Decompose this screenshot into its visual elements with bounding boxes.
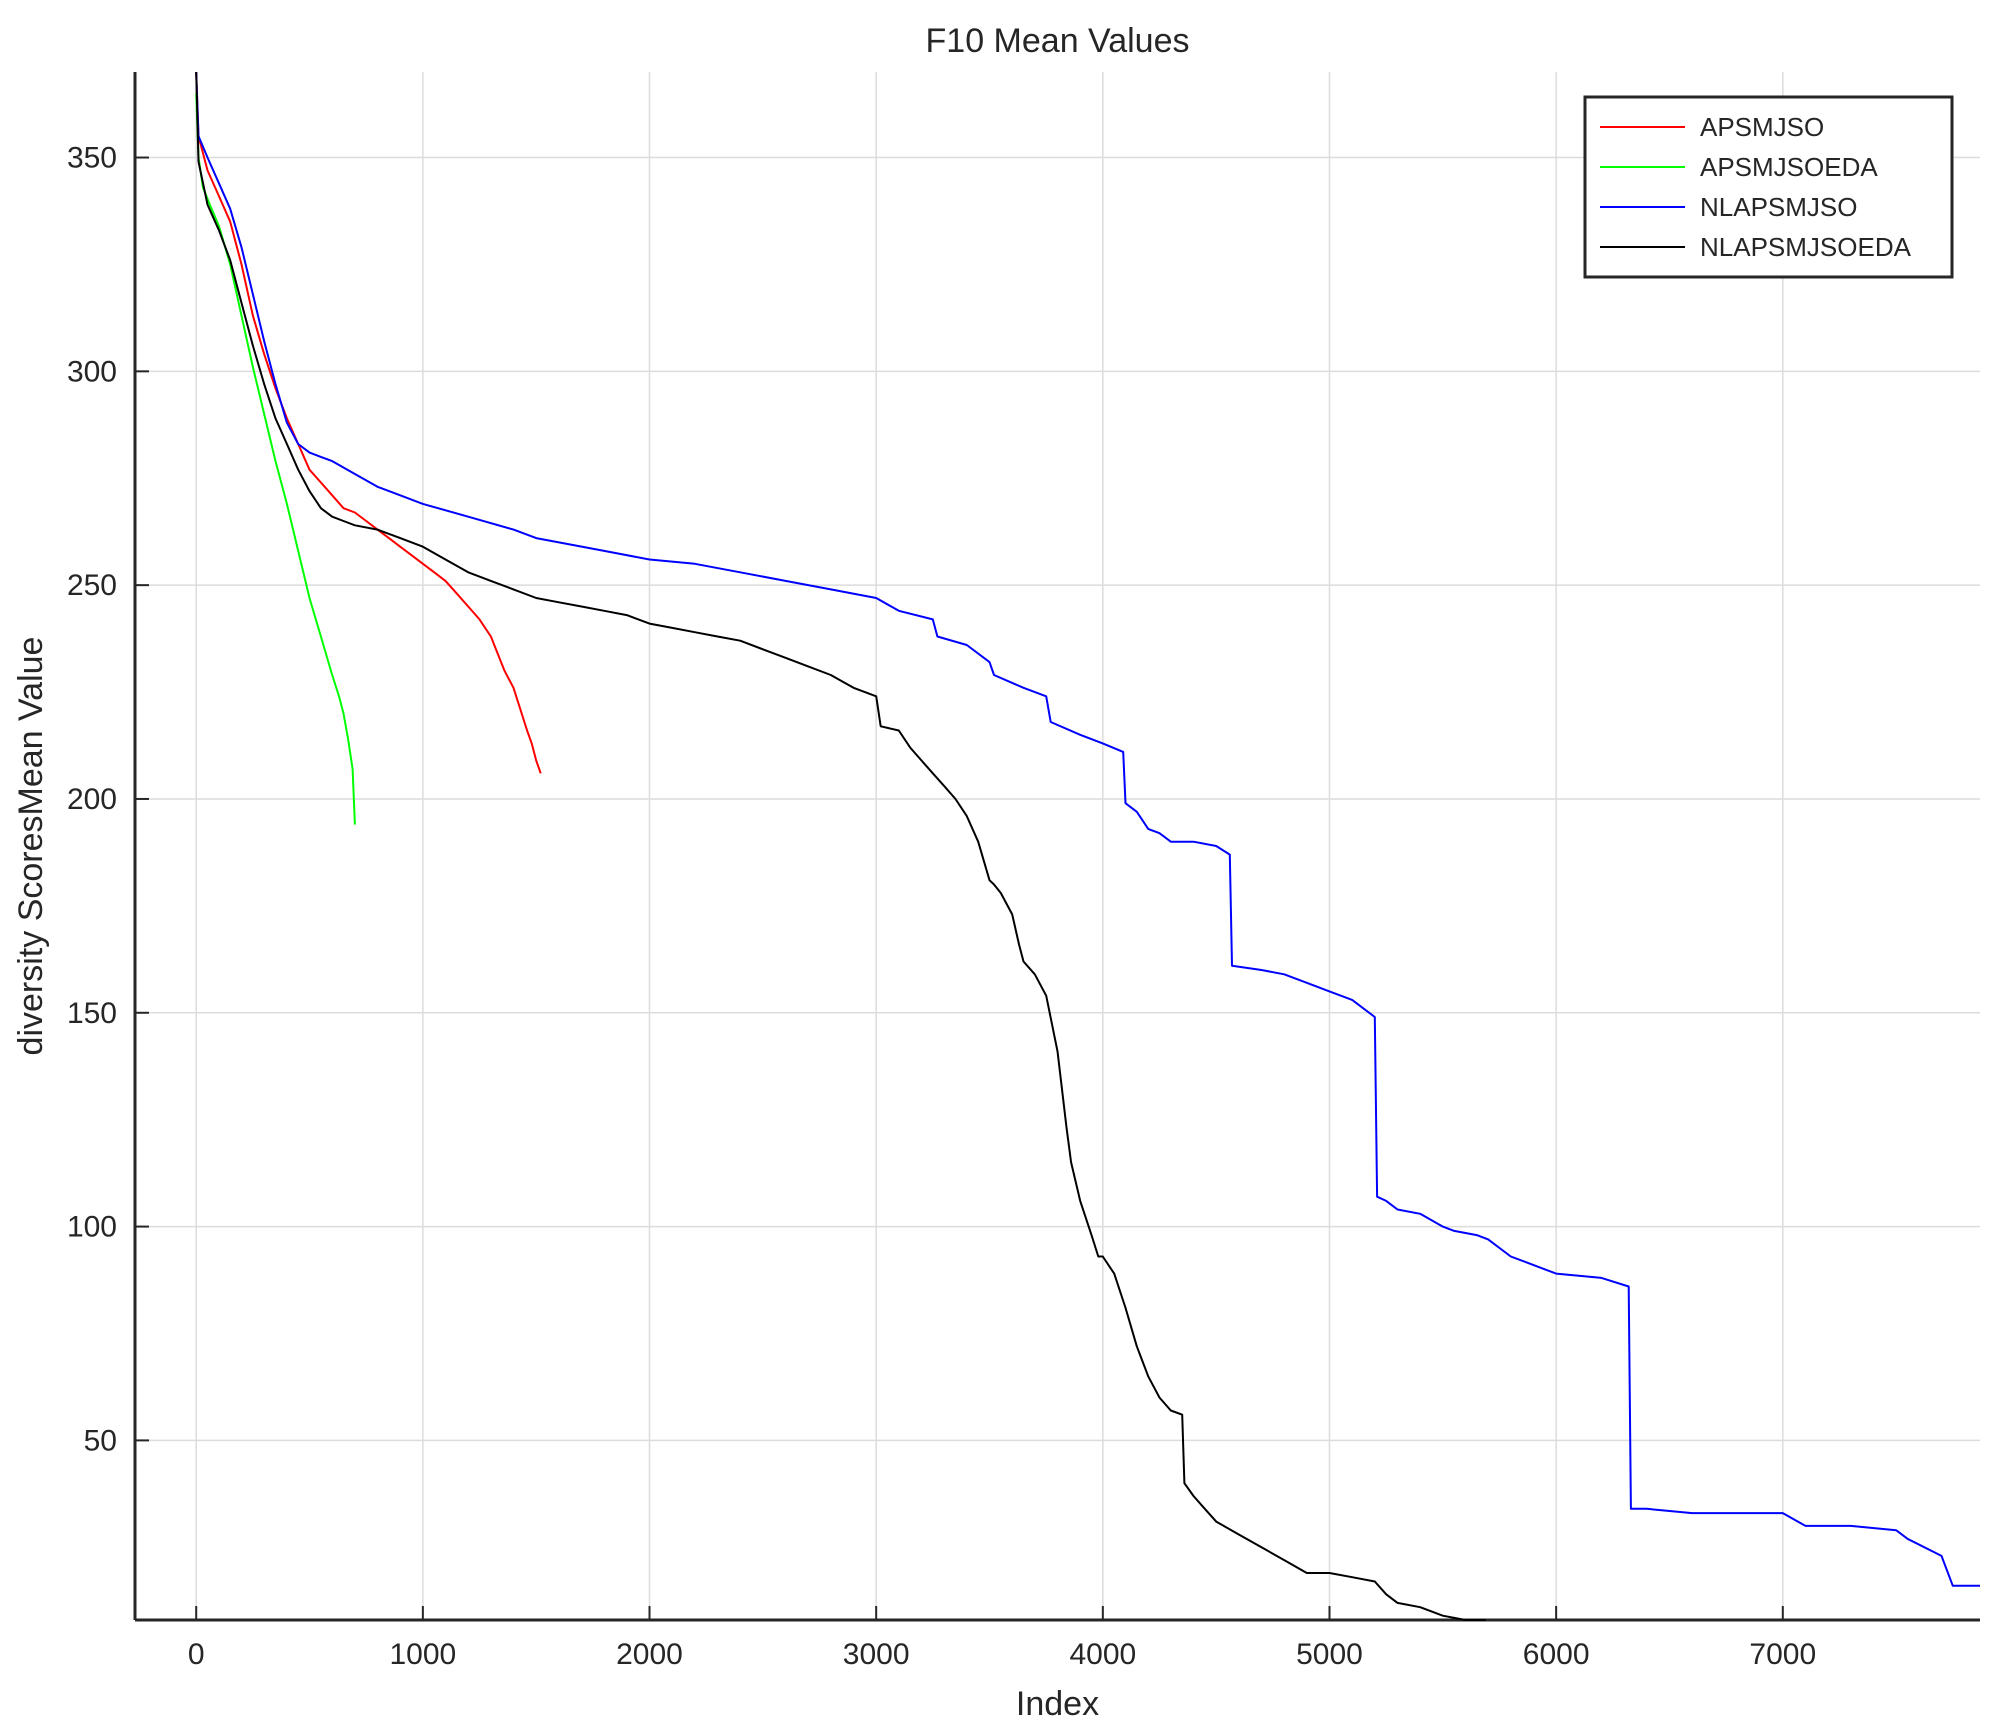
y-tick-label: 50 xyxy=(84,1424,117,1457)
x-tick-label: 5000 xyxy=(1296,1638,1363,1671)
x-tick-label: 0 xyxy=(188,1638,205,1671)
x-tick-label: 7000 xyxy=(1749,1638,1816,1671)
x-tick-label: 2000 xyxy=(616,1638,683,1671)
x-tick-label: 6000 xyxy=(1523,1638,1590,1671)
tick-labels: 0 1000 2000 3000 4000 5000 6000 7000 50 100 150 200… xyxy=(67,142,1816,1671)
series-line-apsmjsoeda xyxy=(195,93,356,825)
y-tick-label: 100 xyxy=(67,1211,117,1244)
x-tick-label: 4000 xyxy=(1069,1638,1136,1671)
grid xyxy=(135,72,1980,1620)
legend-items: APSMJSO APSMJSOEDA NLAPSMJSO NLAPSMJSOEDA xyxy=(1600,112,1912,262)
y-tick-label: 250 xyxy=(67,569,117,602)
series-line-nlapsmjso xyxy=(195,71,1980,1587)
legend-label: APSMJSO xyxy=(1700,112,1824,142)
y-tick-label: 300 xyxy=(67,355,117,388)
x-tick-label: 3000 xyxy=(843,1638,910,1671)
series-line-nlapsmjsoeda xyxy=(195,71,1486,1621)
y-tick-label: 150 xyxy=(67,997,117,1030)
series-lines xyxy=(195,71,1980,1621)
chart-title: F10 Mean Values xyxy=(926,22,1190,60)
y-tick-label: 350 xyxy=(67,142,117,175)
y-axis-title: diversity ScoresMean Value xyxy=(12,637,50,1056)
x-tick-label: 1000 xyxy=(389,1638,456,1671)
x-axis-title: Index xyxy=(1016,1685,1099,1723)
series-line-apsmjso xyxy=(195,71,542,774)
legend: APSMJSO APSMJSOEDA NLAPSMJSO NLAPSMJSOEDA xyxy=(1583,95,1954,279)
legend-label: NLAPSMJSOEDA xyxy=(1700,232,1912,262)
y-tick-label: 200 xyxy=(67,783,117,816)
legend-label: NLAPSMJSO xyxy=(1700,192,1858,222)
axes xyxy=(133,72,1980,1622)
legend-label: APSMJSOEDA xyxy=(1700,152,1878,182)
